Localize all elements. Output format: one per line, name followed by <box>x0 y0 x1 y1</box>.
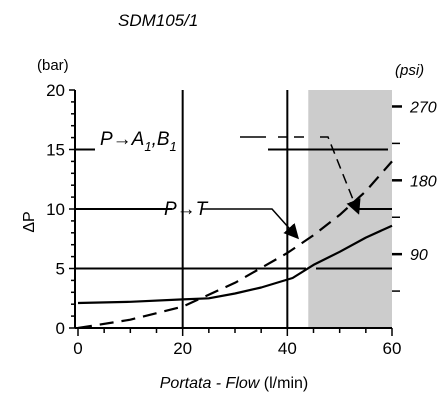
svg-text:P→A1,B1: P→A1,B1 <box>100 129 177 154</box>
leader-arrow-p-t <box>201 208 299 240</box>
x-tick-label: 0 <box>73 339 82 358</box>
x-tick-label: 60 <box>383 339 402 358</box>
y-axis-label: ΔP <box>21 211 38 232</box>
y-tick-label: 0 <box>56 319 65 338</box>
chart-title: SDM105/1 <box>118 11 198 30</box>
plot-area: 0 5 10 15 20 0 20 40 60 270 180 90 <box>46 81 437 358</box>
y2-tick-label: 270 <box>409 99 437 116</box>
y-tick-label: 15 <box>46 141 65 160</box>
leader-arrow-p-a1-b1 <box>320 136 361 215</box>
x-axis-label: Portata - Flow (l/min) <box>160 375 308 392</box>
x-tick-label: 20 <box>173 339 192 358</box>
y-axis-unit: (bar) <box>37 57 69 74</box>
series-label-p-a1-b1: P→A1,B1 <box>100 129 177 154</box>
y2-tick-label: 180 <box>410 173 437 190</box>
x-tick-label: 40 <box>278 339 297 358</box>
series-label-p-t: P→T <box>164 199 209 220</box>
y2-tick-label: 90 <box>410 247 428 264</box>
series-line-p-t <box>77 224 393 305</box>
y-tick-label: 20 <box>46 81 65 100</box>
y-tick-label: 10 <box>46 200 65 219</box>
y-tick-label: 5 <box>56 260 65 279</box>
y2-axis-unit: (psi) <box>395 62 424 79</box>
